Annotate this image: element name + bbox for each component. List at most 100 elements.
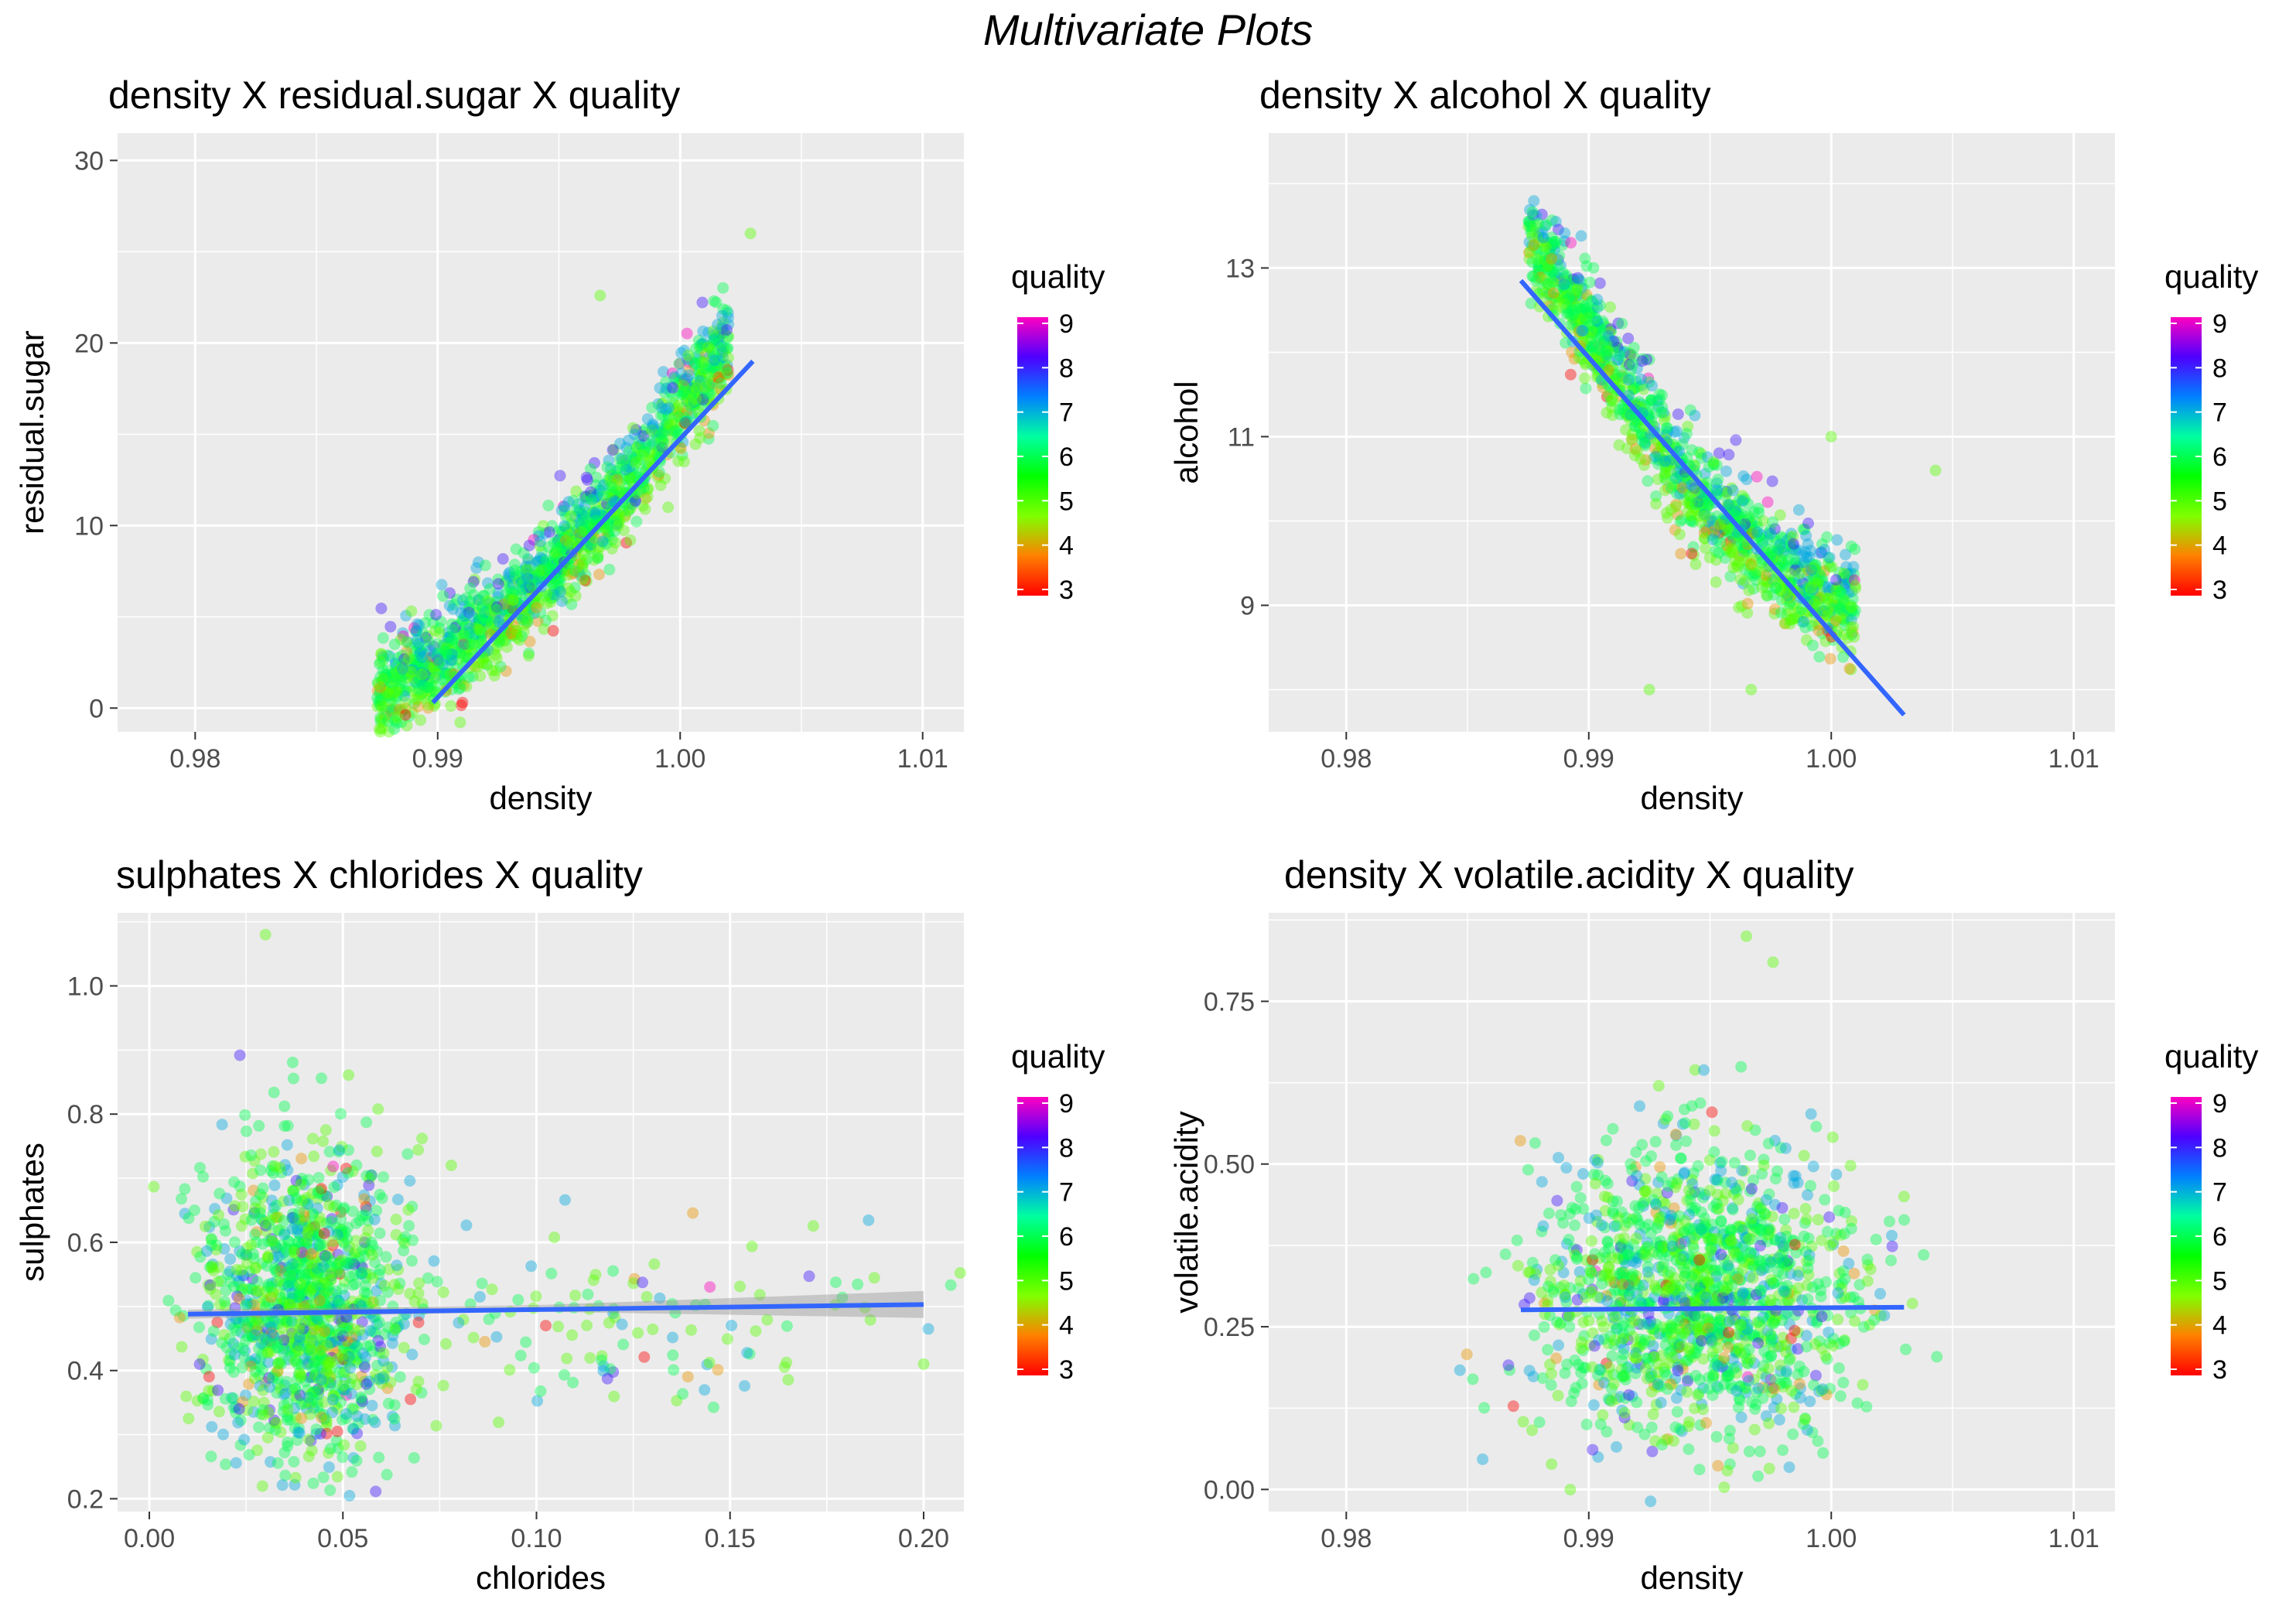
scatter-point xyxy=(407,1235,419,1246)
scatter-point xyxy=(1674,528,1686,540)
scatter-point xyxy=(520,1337,531,1348)
scatter-point xyxy=(351,1455,363,1467)
scatter-point xyxy=(278,1215,289,1227)
scatter-point xyxy=(515,1350,527,1361)
scatter-point xyxy=(389,1279,401,1290)
scatter-point xyxy=(1774,1414,1785,1426)
scatter-point xyxy=(479,1336,490,1348)
scatter-point xyxy=(1742,510,1754,521)
panel-background xyxy=(118,133,964,732)
scatter-point xyxy=(433,658,445,669)
scatter-point xyxy=(1577,1168,1589,1180)
scatter-point xyxy=(722,1333,733,1344)
scatter-point xyxy=(374,1228,386,1239)
scatter-point xyxy=(288,1456,299,1467)
scatter-point xyxy=(1565,237,1577,248)
scatter-point xyxy=(1672,1406,1683,1418)
scatter-point xyxy=(1601,350,1613,362)
scatter-point xyxy=(511,625,523,637)
scatter-point xyxy=(1522,1164,1534,1176)
scatter-point xyxy=(378,632,389,644)
scatter-point xyxy=(1565,369,1577,381)
scatter-point xyxy=(490,649,501,661)
scatter-point xyxy=(1734,573,1746,585)
scatter-point xyxy=(607,1266,619,1277)
scatter-point xyxy=(1528,239,1539,251)
scatter-point xyxy=(194,1162,206,1174)
scatter-point xyxy=(1775,607,1787,619)
scatter-point xyxy=(945,1279,957,1291)
legend-tick-label: 4 xyxy=(2212,531,2227,561)
scatter-point xyxy=(354,1324,365,1336)
scatter-point xyxy=(324,1484,336,1496)
x-tick-label: 0.99 xyxy=(1563,1524,1614,1553)
scatter-point xyxy=(1837,1377,1849,1389)
scatter-point xyxy=(480,559,491,571)
scatter-point xyxy=(1580,303,1591,315)
y-tick-label: 0.50 xyxy=(1204,1150,1255,1180)
scatter-point xyxy=(1604,302,1616,313)
scatter-point xyxy=(456,697,468,709)
scatter-point xyxy=(238,1433,250,1445)
scatter-point xyxy=(464,638,476,650)
scatter-point xyxy=(1850,580,1861,592)
scatter-point xyxy=(278,1346,289,1358)
scatter-point xyxy=(1833,1205,1845,1217)
y-tick-label: 0.00 xyxy=(1204,1475,1255,1505)
scatter-point xyxy=(1711,485,1723,497)
scatter-point xyxy=(228,1366,240,1378)
scatter-point xyxy=(1801,1330,1813,1341)
scatter-point xyxy=(1757,582,1768,593)
scatter-point xyxy=(282,1440,293,1452)
scatter-point xyxy=(1847,561,1859,572)
scatter-point xyxy=(371,1146,383,1157)
scatter-point xyxy=(430,609,442,620)
scatter-point xyxy=(602,1373,613,1385)
y-axis-label: volatile.acidity xyxy=(1168,1111,1204,1313)
scatter-point xyxy=(1579,373,1590,384)
scatter-point xyxy=(360,1351,371,1363)
scatter-point xyxy=(1764,1463,1775,1474)
scatter-point xyxy=(1671,1392,1683,1404)
y-tick-label: 0.2 xyxy=(67,1484,104,1514)
scatter-point xyxy=(1707,1373,1719,1385)
scatter-point xyxy=(1646,380,1658,391)
scatter-point xyxy=(515,587,527,599)
scatter-point xyxy=(460,1219,472,1231)
scatter-point xyxy=(316,1072,327,1084)
scatter-point xyxy=(374,1317,385,1328)
scatter-point xyxy=(1807,640,1819,651)
scatter-point xyxy=(739,1380,750,1392)
scatter-point xyxy=(1789,554,1800,565)
scatter-point xyxy=(531,602,542,613)
scatter-point xyxy=(190,1272,201,1283)
scatter-point xyxy=(694,425,706,436)
scatter-point xyxy=(1580,383,1591,395)
scatter-point xyxy=(324,1146,336,1157)
scatter-point xyxy=(170,1304,182,1316)
scatter-point xyxy=(540,1320,552,1331)
scatter-point xyxy=(648,1259,660,1270)
scatter-point xyxy=(1727,562,1739,573)
scatter-point xyxy=(629,429,641,440)
y-tick-label: 0.8 xyxy=(67,1100,104,1129)
scatter-point xyxy=(1596,1219,1608,1231)
scatter-point xyxy=(1767,476,1778,487)
scatter-point xyxy=(474,624,486,636)
scatter-point xyxy=(373,1452,384,1464)
scatter-point xyxy=(1777,1444,1789,1456)
scatter-point xyxy=(528,1362,540,1374)
scatter-point xyxy=(918,1358,930,1370)
x-tick-label: 0.05 xyxy=(317,1524,368,1553)
scatter-point xyxy=(310,1423,322,1435)
scatter-point xyxy=(398,1245,409,1256)
scatter-point xyxy=(1669,473,1681,484)
scatter-point xyxy=(1576,325,1587,337)
scatter-point xyxy=(351,1410,363,1422)
scatter-point xyxy=(474,1291,486,1303)
scatter-point xyxy=(1646,397,1658,408)
scatter-point xyxy=(1779,617,1791,629)
scatter-point xyxy=(1558,278,1570,290)
scatter-point xyxy=(1720,466,1732,477)
